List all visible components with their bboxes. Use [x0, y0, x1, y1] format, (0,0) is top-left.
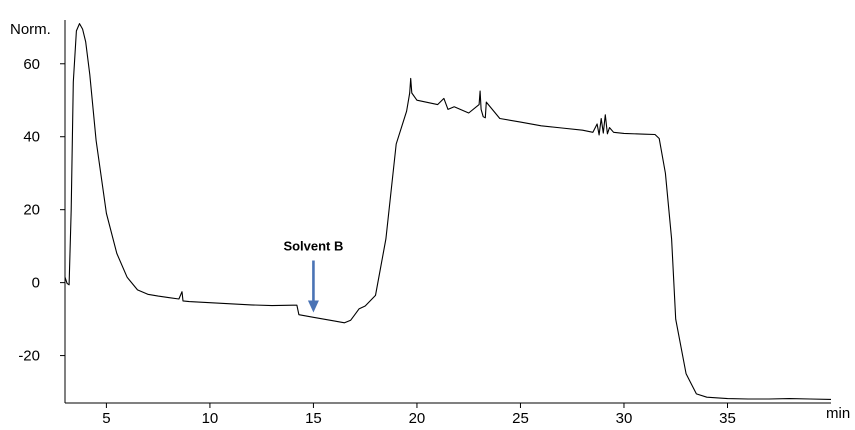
x-axis-title: min [826, 405, 850, 422]
x-tick-label: 15 [305, 410, 322, 427]
y-tick-label: 40 [23, 129, 40, 146]
x-tick-label: 25 [512, 410, 529, 427]
annotations-layer: Solvent B [283, 239, 343, 313]
x-tick-label: 5 [102, 410, 110, 427]
y-axis-title: Norm. [10, 21, 51, 38]
y-axis-ticks: -20 0 20 40 60 [18, 56, 65, 365]
x-tick-label: 10 [202, 410, 219, 427]
y-tick-label: 20 [23, 202, 40, 219]
x-tick-label: 20 [409, 410, 426, 427]
x-axis-ticks: 5 10 15 20 25 30 35 [102, 403, 736, 427]
x-tick-label: 35 [719, 410, 736, 427]
x-tick-label: 30 [616, 410, 633, 427]
series-line [64, 23, 832, 400]
y-tick-label: 60 [23, 56, 40, 73]
annotation-arrow-head [307, 300, 319, 313]
y-tick-label: 0 [32, 275, 40, 292]
annotation-label: Solvent B [283, 239, 343, 254]
y-tick-label: -20 [18, 348, 40, 365]
